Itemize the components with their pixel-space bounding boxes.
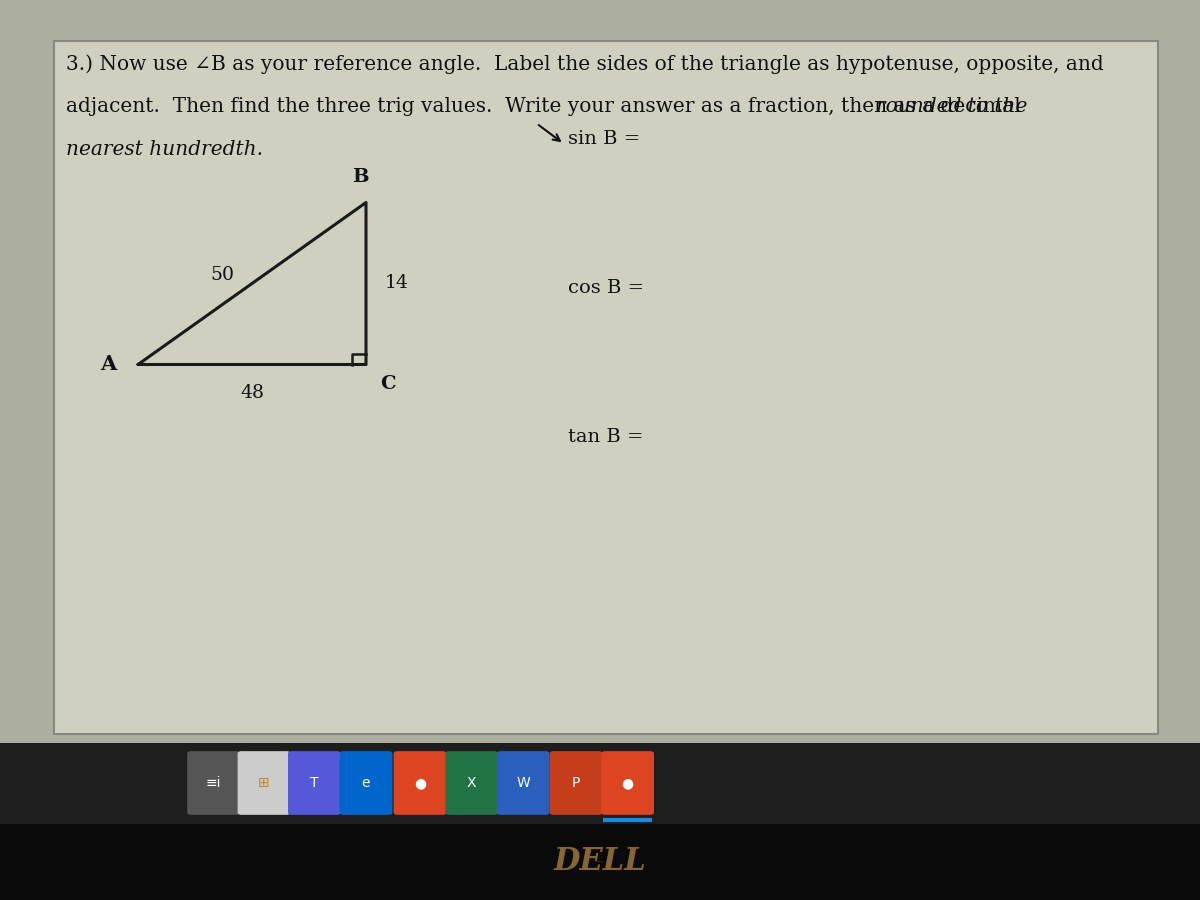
- FancyBboxPatch shape: [340, 752, 392, 814]
- Bar: [0, 742, 1200, 824]
- Text: W: W: [516, 776, 530, 790]
- FancyBboxPatch shape: [550, 752, 602, 814]
- Text: P: P: [572, 776, 580, 790]
- Text: e: e: [361, 776, 371, 790]
- Text: 50: 50: [210, 266, 234, 284]
- Text: ●: ●: [414, 776, 426, 790]
- FancyBboxPatch shape: [601, 752, 654, 814]
- Text: B: B: [352, 168, 368, 186]
- Text: ●: ●: [622, 776, 634, 790]
- Text: 14: 14: [385, 274, 409, 292]
- Text: ⊞: ⊞: [258, 776, 270, 790]
- Text: tan B =: tan B =: [568, 428, 643, 446]
- FancyBboxPatch shape: [445, 752, 498, 814]
- FancyBboxPatch shape: [497, 752, 550, 814]
- FancyBboxPatch shape: [187, 752, 240, 814]
- Bar: [0, 824, 1200, 900]
- Text: nearest hundredth.: nearest hundredth.: [66, 140, 263, 159]
- Text: rounded to the: rounded to the: [876, 97, 1027, 116]
- Text: A: A: [100, 355, 116, 374]
- FancyBboxPatch shape: [238, 752, 290, 814]
- Text: adjacent.  Then find the three trig values.  Write your answer as a fraction, th: adjacent. Then find the three trig value…: [66, 97, 1027, 116]
- FancyBboxPatch shape: [394, 752, 446, 814]
- Text: T: T: [310, 776, 319, 790]
- Text: C: C: [380, 375, 396, 393]
- Text: #886633: #886633: [596, 861, 604, 862]
- Text: ≡i: ≡i: [206, 776, 221, 790]
- Text: 3.) Now use ∠B as your reference angle.  Label the sides of the triangle as hypo: 3.) Now use ∠B as your reference angle. …: [66, 54, 1104, 74]
- Text: X: X: [467, 776, 476, 790]
- Text: cos B =: cos B =: [568, 279, 643, 297]
- Text: sin B =: sin B =: [568, 130, 640, 148]
- FancyBboxPatch shape: [288, 752, 341, 814]
- Text: DELL: DELL: [553, 846, 647, 878]
- Bar: [54, 40, 1158, 733]
- Text: 48: 48: [240, 384, 264, 402]
- Bar: [0, 0, 1200, 742]
